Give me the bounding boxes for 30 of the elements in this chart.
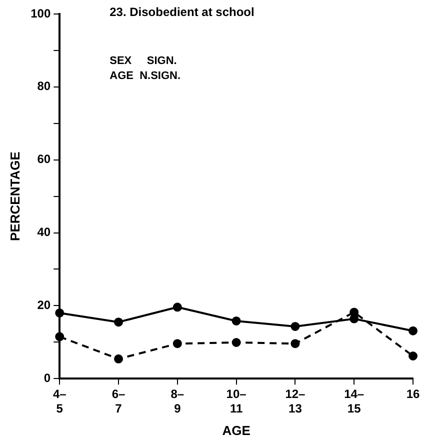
point <box>114 318 124 327</box>
y-tick-label: 0 <box>44 370 51 385</box>
point <box>55 332 64 342</box>
point <box>232 316 241 326</box>
y-tick-label: 60 <box>37 152 51 166</box>
x-tick-label: 12– 13 <box>285 387 306 416</box>
x-tick-label: 6– 7 <box>112 387 126 416</box>
annotation: AGE N.SIGN. <box>110 70 181 82</box>
y-axis-title: PERCENTAGE <box>7 151 22 241</box>
point <box>172 339 182 348</box>
x-tick-label: 8– 9 <box>170 387 184 416</box>
chart-title: 23. Disobedient at school <box>110 5 254 19</box>
y-tick-label: 100 <box>30 6 51 20</box>
x-tick-label: 10– 11 <box>226 387 247 416</box>
y-tick-label: 20 <box>37 298 51 312</box>
point <box>172 302 182 312</box>
x-tick-label: 16 <box>406 387 420 402</box>
annotation: SEX SIGN. <box>110 55 177 67</box>
point <box>290 339 300 348</box>
x-tick-label: 4– 5 <box>52 387 67 416</box>
x-axis-title: AGE <box>222 422 251 438</box>
point <box>114 354 124 364</box>
x-tick-label: 14– 15 <box>344 387 364 416</box>
point <box>408 351 418 360</box>
y-tick-label: 80 <box>37 79 51 94</box>
point <box>290 322 300 331</box>
point <box>408 326 418 336</box>
point <box>55 308 64 318</box>
point <box>232 338 241 348</box>
y-tick-label: 40 <box>37 225 51 240</box>
